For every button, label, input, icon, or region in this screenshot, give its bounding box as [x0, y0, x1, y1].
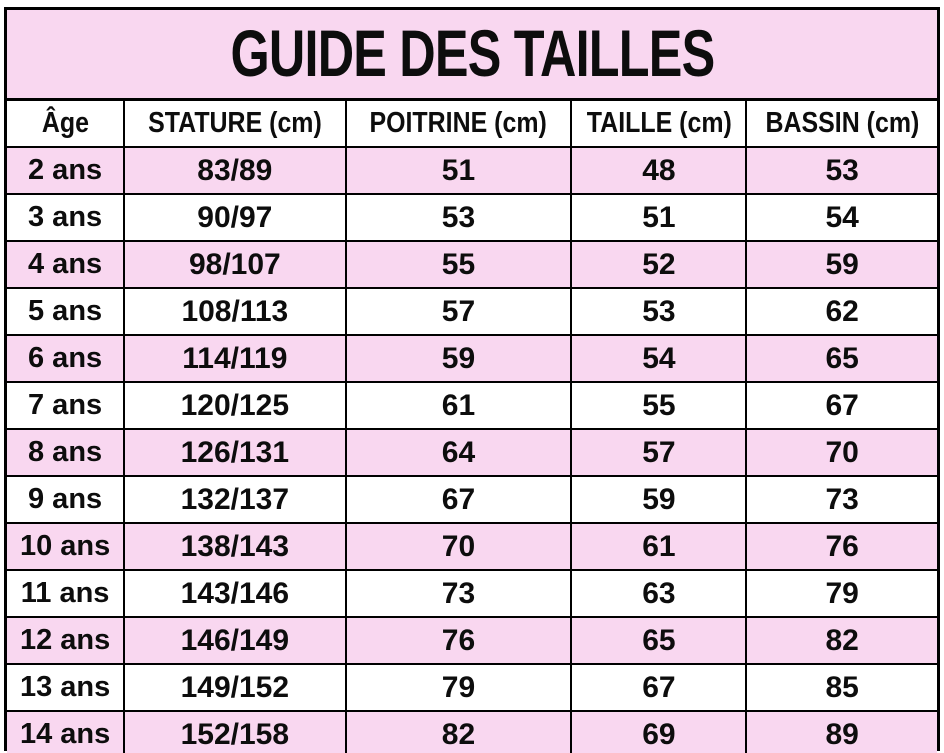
value-cell: 146/149	[123, 616, 347, 665]
table-row: 14 ans 152/158 82 69 89	[7, 710, 937, 753]
value-cell: 79	[745, 569, 937, 618]
table-row: 12 ans 146/149 76 65 82	[7, 616, 937, 665]
value-cell: 65	[745, 334, 937, 383]
value-cell: 152/158	[123, 710, 347, 753]
value-cell: 98/107	[123, 240, 347, 289]
table-row: 11 ans 143/146 73 63 79	[7, 569, 937, 618]
title-band: GUIDE DES TAILLES	[7, 10, 937, 101]
value-cell: 59	[745, 240, 937, 289]
value-cell: 69	[570, 710, 748, 753]
age-cell: 11 ans	[7, 569, 126, 618]
value-cell: 76	[344, 616, 573, 665]
age-cell: 9 ans	[7, 475, 126, 524]
table-row: 5 ans 108/113 57 53 62	[7, 287, 937, 336]
value-cell: 70	[745, 428, 937, 477]
size-guide-table: GUIDE DES TAILLES Âge STATURE (cm) POITR…	[4, 7, 940, 753]
table-row: 6 ans 114/119 59 54 65	[7, 334, 937, 383]
value-cell: 55	[570, 381, 748, 430]
value-cell: 143/146	[123, 569, 347, 618]
column-header-poitrine: POITRINE (cm)	[344, 101, 573, 148]
value-cell: 70	[344, 522, 573, 571]
value-cell: 57	[570, 428, 748, 477]
table-row: 13 ans 149/152 79 67 85	[7, 663, 937, 712]
column-header-stature: STATURE (cm)	[123, 101, 347, 148]
value-cell: 48	[570, 146, 748, 195]
value-cell: 54	[745, 193, 937, 242]
value-cell: 55	[344, 240, 573, 289]
table-body: 2 ans 83/89 51 48 53 3 ans 90/97 53 51 54 4 ans 98/…	[7, 146, 937, 753]
age-cell: 3 ans	[7, 193, 126, 242]
value-cell: 76	[745, 522, 937, 571]
value-cell: 67	[344, 475, 573, 524]
age-cell: 13 ans	[7, 663, 126, 712]
page-title: GUIDE DES TAILLES	[230, 17, 715, 91]
table-row: 2 ans 83/89 51 48 53	[7, 146, 937, 195]
column-header-age: Âge	[7, 101, 126, 148]
value-cell: 61	[570, 522, 748, 571]
value-cell: 90/97	[123, 193, 347, 242]
value-cell: 59	[570, 475, 748, 524]
value-cell: 57	[344, 287, 573, 336]
value-cell: 61	[344, 381, 573, 430]
table-row: 9 ans 132/137 67 59 73	[7, 475, 937, 524]
value-cell: 132/137	[123, 475, 347, 524]
age-cell: 5 ans	[7, 287, 126, 336]
size-table: Âge STATURE (cm) POITRINE (cm) TAILLE (c…	[7, 101, 937, 753]
value-cell: 83/89	[123, 146, 347, 195]
value-cell: 53	[745, 146, 937, 195]
table-header: Âge STATURE (cm) POITRINE (cm) TAILLE (c…	[7, 101, 937, 148]
age-cell: 8 ans	[7, 428, 126, 477]
value-cell: 52	[570, 240, 748, 289]
value-cell: 65	[570, 616, 748, 665]
age-cell: 12 ans	[7, 616, 126, 665]
value-cell: 114/119	[123, 334, 347, 383]
value-cell: 67	[745, 381, 937, 430]
value-cell: 73	[344, 569, 573, 618]
value-cell: 73	[745, 475, 937, 524]
table-row: 8 ans 126/131 64 57 70	[7, 428, 937, 477]
age-cell: 4 ans	[7, 240, 126, 289]
value-cell: 108/113	[123, 287, 347, 336]
value-cell: 82	[344, 710, 573, 753]
value-cell: 85	[745, 663, 937, 712]
value-cell: 149/152	[123, 663, 347, 712]
table-row: 10 ans 138/143 70 61 76	[7, 522, 937, 571]
value-cell: 53	[570, 287, 748, 336]
value-cell: 59	[344, 334, 573, 383]
column-header-bassin: BASSIN (cm)	[745, 101, 937, 148]
value-cell: 67	[570, 663, 748, 712]
value-cell: 126/131	[123, 428, 347, 477]
age-cell: 14 ans	[7, 710, 126, 753]
value-cell: 53	[344, 193, 573, 242]
table-row: 7 ans 120/125 61 55 67	[7, 381, 937, 430]
value-cell: 51	[570, 193, 748, 242]
age-cell: 10 ans	[7, 522, 126, 571]
value-cell: 64	[344, 428, 573, 477]
value-cell: 63	[570, 569, 748, 618]
value-cell: 82	[745, 616, 937, 665]
table-row: 3 ans 90/97 53 51 54	[7, 193, 937, 242]
value-cell: 138/143	[123, 522, 347, 571]
age-cell: 7 ans	[7, 381, 126, 430]
table-row: 4 ans 98/107 55 52 59	[7, 240, 937, 289]
value-cell: 62	[745, 287, 937, 336]
value-cell: 51	[344, 146, 573, 195]
header-row: Âge STATURE (cm) POITRINE (cm) TAILLE (c…	[7, 101, 937, 148]
value-cell: 54	[570, 334, 748, 383]
age-cell: 6 ans	[7, 334, 126, 383]
age-cell: 2 ans	[7, 146, 126, 195]
value-cell: 120/125	[123, 381, 347, 430]
value-cell: 89	[745, 710, 937, 753]
column-header-taille: TAILLE (cm)	[570, 101, 748, 148]
value-cell: 79	[344, 663, 573, 712]
